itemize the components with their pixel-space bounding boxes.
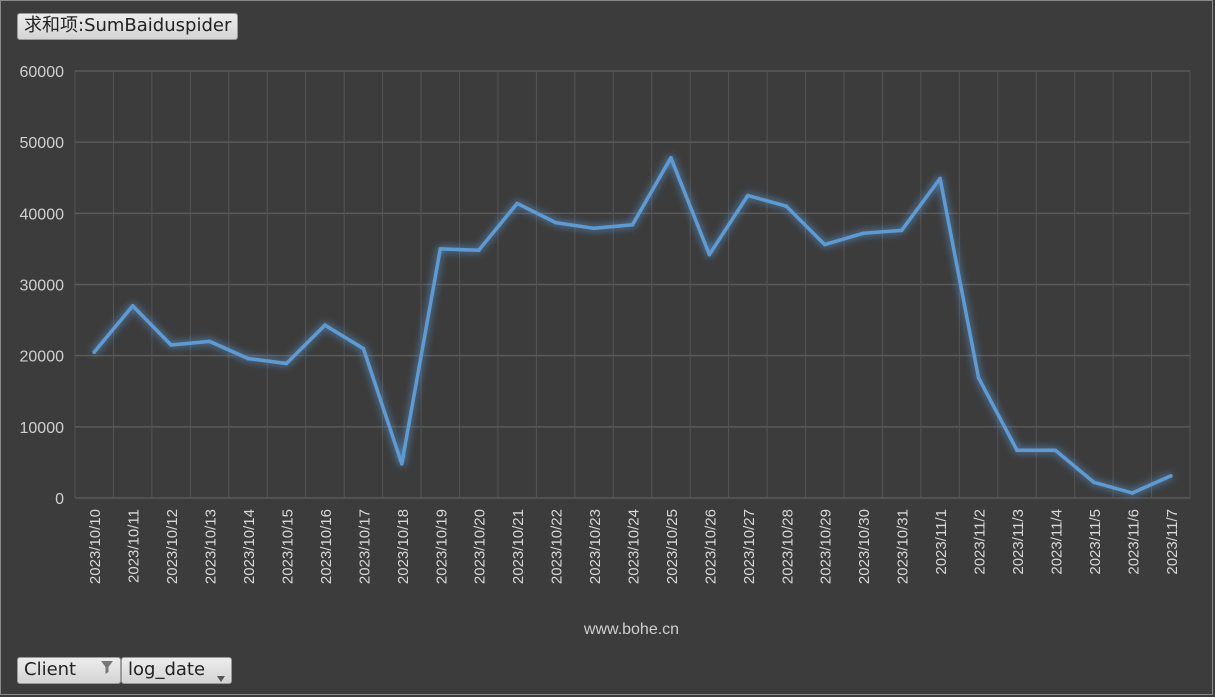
x-tick-label: 2023/10/29: [818, 509, 835, 584]
data-point: [630, 222, 635, 227]
x-tick-label: 2023/11/7: [1164, 509, 1181, 575]
y-tick-label: 50000: [20, 135, 65, 152]
x-tick-label: 2023/10/17: [356, 509, 373, 584]
y-tick-label: 30000: [20, 278, 65, 295]
y-tick-label: 10000: [20, 420, 65, 437]
data-point: [476, 248, 481, 253]
data-point: [1053, 448, 1058, 453]
data-point: [400, 462, 404, 466]
data-point: [515, 201, 519, 206]
x-tick-label: 2023/10/15: [279, 509, 296, 584]
data-point: [592, 226, 596, 231]
x-tick-label: 2023/10/27: [741, 509, 758, 584]
x-tick-label: 2023/10/14: [241, 509, 258, 584]
data-point: [861, 231, 865, 236]
y-tick-label: 60000: [20, 64, 65, 81]
log-date-filter-button[interactable]: log_date: [121, 657, 232, 684]
y-axis-ticks: 0 10000 20000 30000 40000 50000 60000: [20, 64, 65, 508]
x-tick-label: 2023/10/12: [164, 509, 181, 584]
y-tick-label: 20000: [20, 349, 65, 366]
x-tick-label: 2023/10/21: [510, 509, 527, 584]
data-point: [1130, 491, 1135, 495]
x-tick-label: 2023/10/26: [702, 509, 719, 584]
x-tick-label: 2023/10/30: [856, 509, 873, 584]
x-tick-label: 2023/10/22: [549, 509, 566, 584]
data-point: [361, 346, 366, 351]
series-layer: [92, 156, 1173, 495]
gridlines: [74, 70, 1191, 499]
data-point: [207, 339, 212, 344]
data-point: [553, 220, 558, 225]
x-tick-label: 2023/11/2: [972, 509, 989, 575]
x-tick-label: 2023/10/10: [87, 509, 104, 584]
x-tick-label: 2023/10/20: [472, 509, 489, 584]
x-tick-label: 2023/10/19: [433, 509, 450, 584]
data-point: [130, 304, 135, 308]
client-filter-button[interactable]: Client: [17, 657, 121, 684]
x-tick-label: 2023/11/1: [933, 509, 950, 575]
x-tick-label: 2023/10/13: [203, 509, 220, 584]
filter-icon[interactable]: [100, 660, 114, 685]
value-field-label: 求和项:SumBaiduspider: [24, 15, 232, 36]
x-axis-caption: www.bohe.cn: [583, 621, 679, 638]
dropdown-arrow-icon[interactable]: [217, 667, 225, 691]
data-point: [707, 252, 712, 257]
data-point: [323, 323, 327, 327]
data-point: [1168, 474, 1173, 478]
y-tick-label: 0: [55, 491, 64, 508]
data-point: [938, 176, 942, 181]
data-point: [899, 228, 904, 233]
data-point: [784, 204, 789, 209]
data-point: [746, 193, 750, 198]
data-point: [438, 247, 443, 251]
y-tick-label: 40000: [20, 206, 65, 223]
log-date-filter-label: log_date: [128, 659, 206, 680]
data-point: [822, 242, 827, 247]
x-tick-label: 2023/10/31: [895, 509, 912, 584]
x-tick-label: 2023/10/23: [587, 509, 604, 584]
data-point: [1015, 448, 1019, 453]
data-point: [246, 356, 250, 361]
x-tick-label: 2023/10/16: [318, 509, 335, 584]
data-point: [284, 361, 289, 366]
x-tick-label: 2023/11/3: [1010, 509, 1027, 575]
series-line: [92, 156, 1173, 495]
x-tick-label: 2023/10/24: [626, 509, 643, 584]
data-point: [976, 375, 981, 380]
x-axis-ticks: 2023/10/10 2023/10/11 2023/10/12 2023/10/13…: [87, 509, 1181, 584]
x-tick-label: 2023/10/11: [126, 509, 143, 583]
x-tick-label: 2023/10/28: [779, 509, 796, 584]
x-tick-label: 2023/10/18: [395, 509, 412, 584]
x-tick-label: 2023/11/6: [1125, 509, 1142, 575]
data-point: [1092, 480, 1096, 485]
data-point: [669, 156, 673, 160]
x-tick-label: 2023/10/25: [664, 509, 681, 584]
data-point: [169, 343, 173, 347]
x-tick-label: 2023/11/4: [1048, 509, 1065, 575]
value-field-button[interactable]: 求和项:SumBaiduspider: [17, 13, 239, 40]
client-filter-label: Client: [24, 659, 77, 680]
data-point: [92, 350, 97, 354]
x-tick-label: 2023/11/5: [1087, 509, 1104, 575]
